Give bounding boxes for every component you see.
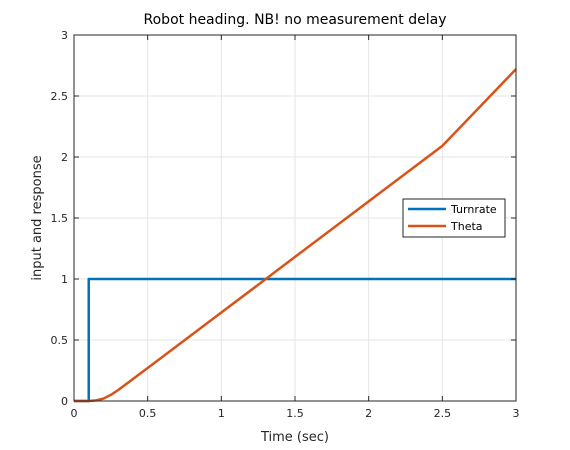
legend: Turnrate Theta xyxy=(402,198,506,238)
x-tick-label: 2.5 xyxy=(434,407,452,420)
y-tick-label: 1.5 xyxy=(51,212,69,225)
y-tick-label: 0.5 xyxy=(51,334,69,347)
ticks: 0 0.5 1 1.5 2 2.5 3 0 0.5 1 1.5 2 2.5 3 xyxy=(51,29,520,420)
series-line-theta xyxy=(74,68,517,403)
y-tick-label: 1 xyxy=(61,273,68,286)
legend-label-theta: Theta xyxy=(450,220,483,233)
legend-label-turnrate: Turnrate xyxy=(450,203,497,216)
y-tick-label: 2.5 xyxy=(51,90,69,103)
x-tick-label: 3 xyxy=(513,407,520,420)
x-tick-label: 0.5 xyxy=(139,407,157,420)
chart-title: Robot heading. NB! no measurement delay xyxy=(144,12,447,28)
y-tick-label: 2 xyxy=(61,151,68,164)
x-tick-label: 1 xyxy=(218,407,225,420)
legend-box xyxy=(402,198,506,238)
x-tick-label: 0 xyxy=(71,407,78,420)
x-tick-label: 1.5 xyxy=(286,407,304,420)
x-tick-label: 2 xyxy=(365,407,372,420)
x-axis-label: Time (sec) xyxy=(260,430,329,445)
y-tick-label: 0 xyxy=(61,395,68,408)
y-tick-label: 3 xyxy=(61,29,68,42)
y-axis-label: input and response xyxy=(30,155,45,280)
